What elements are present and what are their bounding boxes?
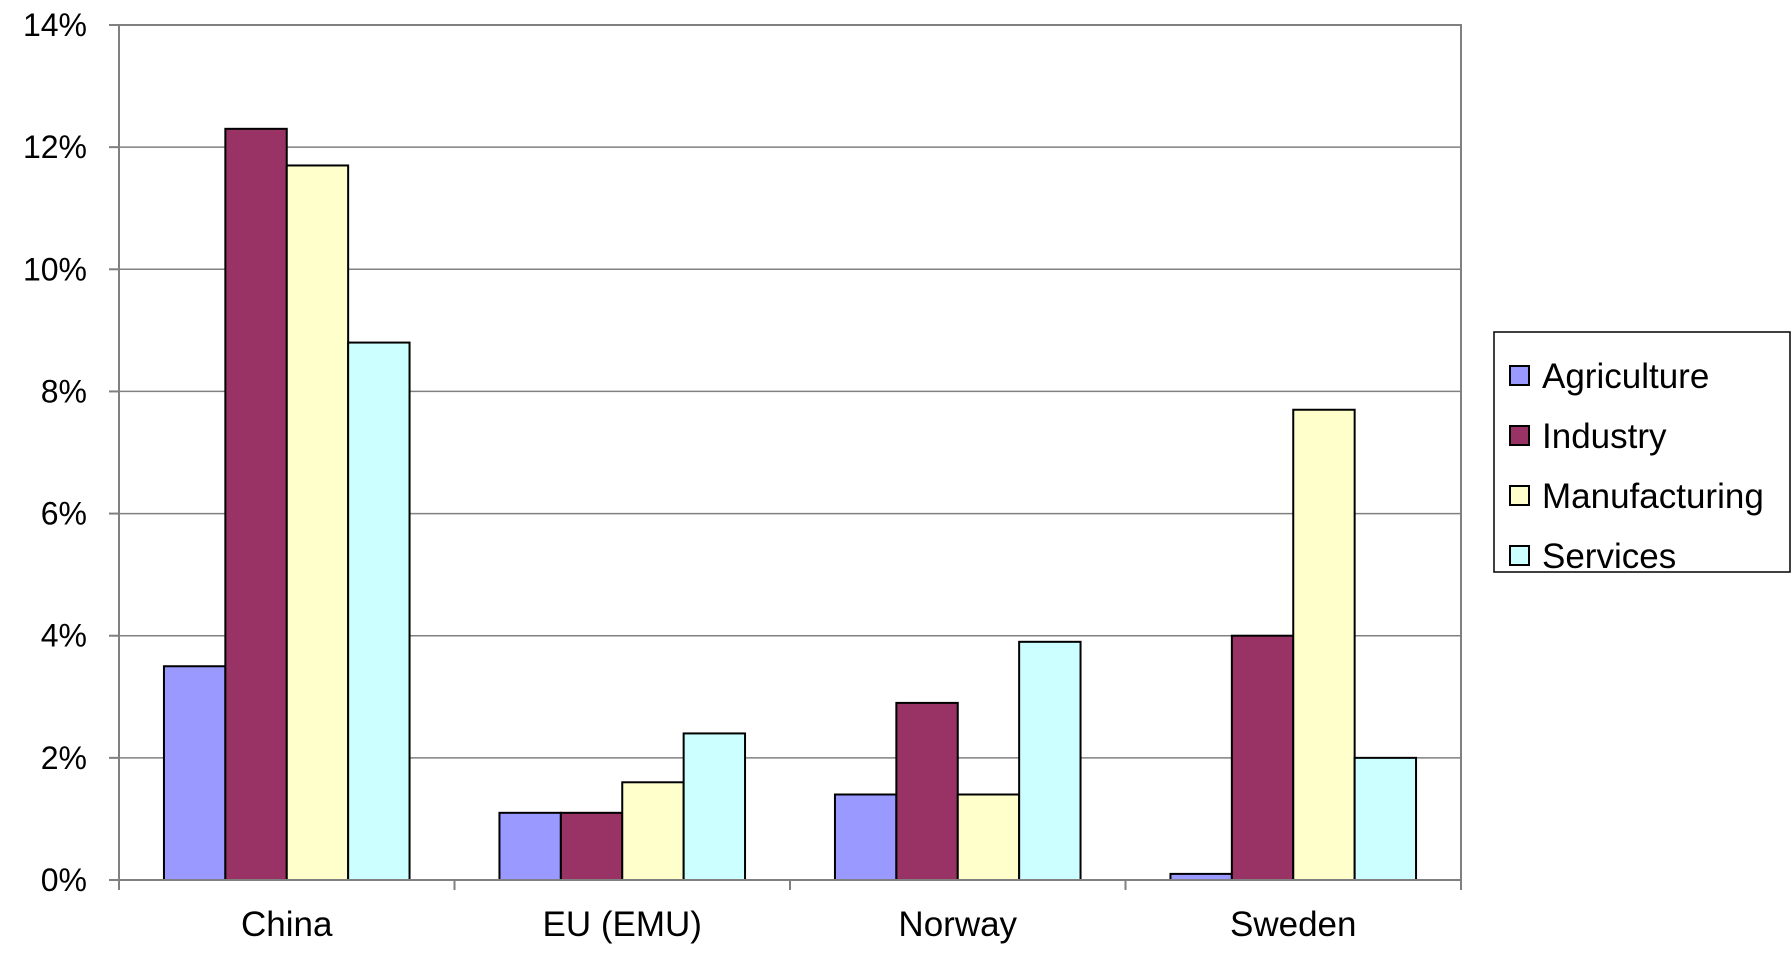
bar-industry-0	[224, 127, 288, 882]
legend-label-industry: Industry	[1542, 417, 1667, 456]
x-category-label: EU (EMU)	[543, 905, 702, 944]
y-tick-label: 0%	[41, 862, 87, 898]
y-tick-label: 8%	[41, 373, 87, 409]
x-category-label: China	[241, 905, 333, 944]
bar-agriculture-2	[833, 793, 898, 881]
x-category-label: Sweden	[1230, 905, 1356, 944]
bar-services-2	[1018, 640, 1082, 881]
axes: 0% 2% 4% 6% 8% 10% 12% 14% China EU (EMU) Norway Sw…	[23, 7, 1462, 944]
bar-industry-1	[559, 811, 624, 881]
y-tick-label: 12%	[23, 129, 87, 165]
bars	[162, 127, 1418, 882]
bar-industry-3	[1230, 634, 1295, 882]
bar-manufacturing-1	[621, 781, 685, 881]
bar-manufacturing-3	[1292, 408, 1356, 881]
y-tick-label: 10%	[23, 251, 87, 287]
x-category-label: Norway	[898, 905, 1017, 944]
bar-agriculture-1	[498, 811, 562, 881]
legend: Agriculture Industry Manufacturing Services	[1493, 331, 1791, 576]
bar-industry-2	[895, 701, 959, 882]
bar-services-1	[682, 732, 747, 882]
bar-agriculture-0	[162, 665, 227, 881]
y-tick-label: 2%	[41, 740, 87, 776]
y-tick-label: 4%	[41, 618, 87, 654]
y-tick-label: 14%	[23, 7, 87, 43]
legend-box	[1493, 331, 1791, 573]
bar-services-0	[347, 341, 411, 882]
legend-swatch-manufacturing	[1509, 485, 1530, 506]
legend-swatch-industry	[1509, 425, 1530, 446]
legend-label-manufacturing: Manufacturing	[1542, 477, 1764, 516]
y-tick-label: 6%	[41, 496, 87, 532]
bar-services-3	[1353, 756, 1418, 881]
legend-swatch-agriculture	[1509, 365, 1530, 386]
bar-manufacturing-2	[956, 793, 1021, 881]
bar-manufacturing-0	[285, 164, 350, 881]
legend-label-agriculture: Agriculture	[1542, 357, 1709, 396]
legend-label-services: Services	[1542, 537, 1676, 576]
legend-swatch-services	[1509, 545, 1530, 566]
